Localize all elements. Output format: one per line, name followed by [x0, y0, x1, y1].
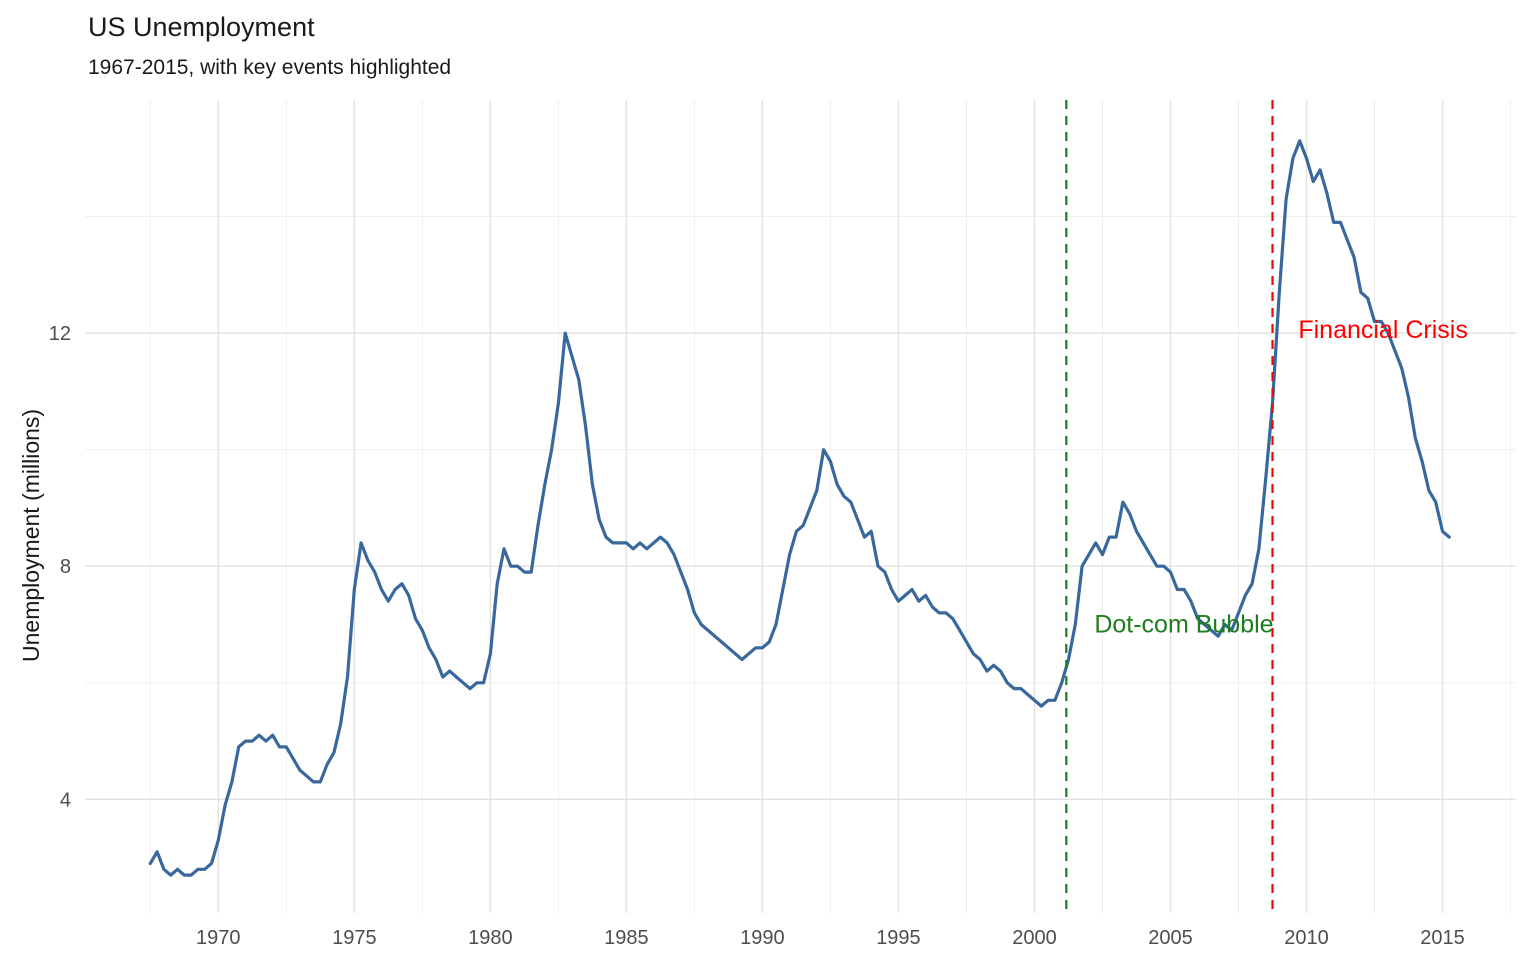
- y-tick-label: 4: [60, 789, 71, 811]
- financial-crisis-label: Financial Crisis: [1298, 316, 1467, 344]
- dot-com-bubble-label: Dot-com Bubble: [1094, 611, 1273, 639]
- x-tick-label: 1990: [740, 927, 785, 949]
- x-tick-label: 1985: [604, 927, 649, 949]
- line-chart: Dot-com Bubble Financial Crisis 1970 1975 19…: [49, 100, 1516, 949]
- unemployment-line: [148, 139, 1451, 877]
- chart-title: US Unemployment: [88, 12, 315, 42]
- y-tick-label: 12: [49, 323, 71, 345]
- x-tick-label: 2005: [1148, 927, 1193, 949]
- x-tick-label: 1995: [876, 927, 921, 949]
- x-tick-label: 1980: [468, 927, 513, 949]
- x-tick-label: 2010: [1284, 927, 1329, 949]
- chart-subtitle: 1967-2015, with key events highlighted: [88, 56, 452, 79]
- x-tick-label: 2000: [1012, 927, 1057, 949]
- x-tick-label: 1970: [196, 927, 241, 949]
- x-tick-label: 1975: [332, 927, 377, 949]
- y-tick-label: 8: [60, 556, 71, 578]
- x-tick-label: 2015: [1420, 927, 1465, 949]
